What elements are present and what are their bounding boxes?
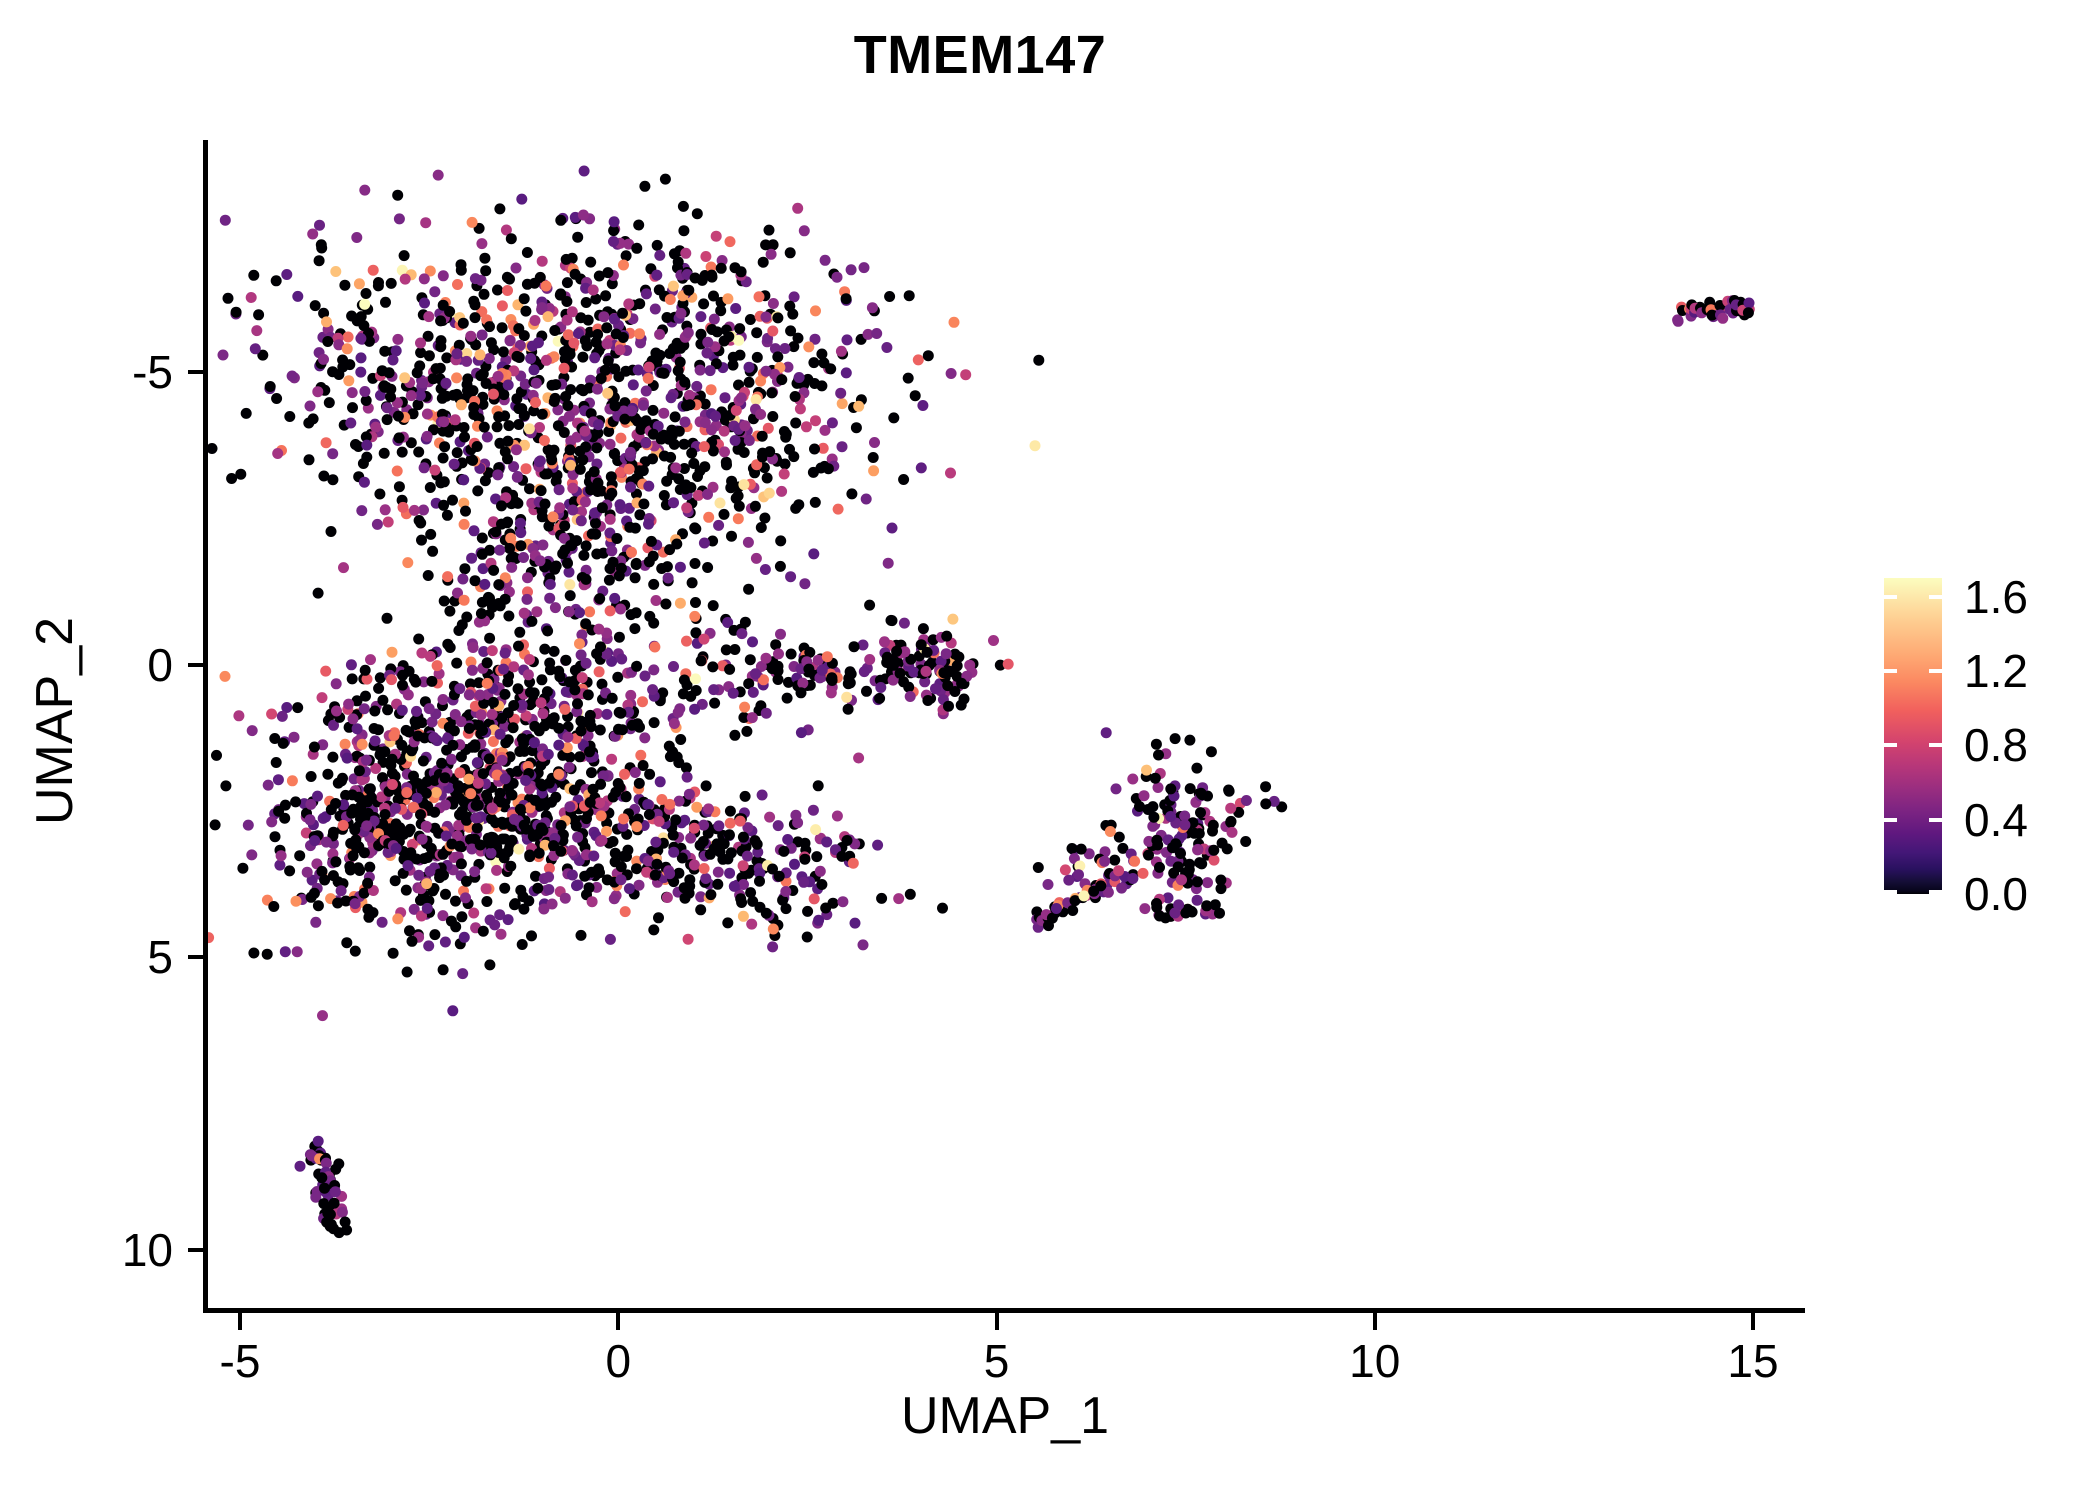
x-axis-line bbox=[203, 1308, 1805, 1313]
x-tick-mark bbox=[994, 1313, 999, 1330]
colorbar-tick-mark bbox=[1884, 890, 1897, 894]
y-axis-title: UMAP_2 bbox=[26, 616, 84, 826]
colorbar-tick-mark bbox=[1929, 890, 1942, 894]
colorbar-tick-label: 0.4 bbox=[1964, 793, 2028, 846]
page-title: TMEM147 bbox=[853, 25, 1107, 85]
x-tick-label: 5 bbox=[983, 1335, 1010, 1387]
y-tick-label: -5 bbox=[132, 346, 173, 398]
x-axis-title: UMAP_1 bbox=[900, 1387, 1110, 1445]
y-tick-mark bbox=[188, 370, 205, 374]
x-tick-mark bbox=[1372, 1313, 1377, 1330]
colorbar-tick-mark bbox=[1929, 668, 1942, 673]
colorbar-tick-mark bbox=[1929, 817, 1942, 822]
colorbar-tick-label: 1.6 bbox=[1964, 570, 2028, 623]
x-tick-mark bbox=[616, 1313, 621, 1330]
x-tick-label: 0 bbox=[605, 1335, 632, 1387]
colorbar-tick-mark bbox=[1884, 817, 1897, 822]
scatter-points-layer bbox=[205, 165, 1755, 1239]
colorbar-tick-mark bbox=[1884, 743, 1897, 748]
x-tick-label: 10 bbox=[1349, 1335, 1401, 1387]
y-tick-mark bbox=[188, 662, 205, 667]
colorbar-tick-mark bbox=[1929, 594, 1942, 599]
y-tick-label: 10 bbox=[121, 1224, 173, 1276]
colorbar-legend: 1.6 1.2 0.8 0.4 0.0 bbox=[1884, 574, 2094, 917]
colorbar-tick-mark bbox=[1929, 743, 1942, 748]
colorbar-tick-label: 0.8 bbox=[1964, 719, 2028, 772]
colorbar-tick-label: 0.0 bbox=[1964, 868, 2028, 920]
colorbar-tick-mark bbox=[1884, 668, 1897, 673]
x-tick-mark bbox=[1751, 1313, 1755, 1330]
colorbar-tick-mark bbox=[1884, 594, 1897, 599]
x-tick-mark bbox=[238, 1313, 242, 1330]
x-tick-label: 15 bbox=[1727, 1335, 1779, 1387]
y-tick-label: 5 bbox=[147, 931, 173, 984]
y-tick-label: 0 bbox=[147, 638, 173, 691]
y-tick-mark bbox=[188, 955, 205, 960]
y-tick-mark bbox=[188, 1248, 205, 1252]
colorbar-tick-label: 1.2 bbox=[1964, 644, 2028, 697]
scatter-plot-panel bbox=[205, 140, 1805, 1310]
colorbar-gradient bbox=[1884, 578, 1942, 894]
x-tick-label: -5 bbox=[219, 1335, 261, 1387]
y-axis-line bbox=[203, 140, 208, 1312]
